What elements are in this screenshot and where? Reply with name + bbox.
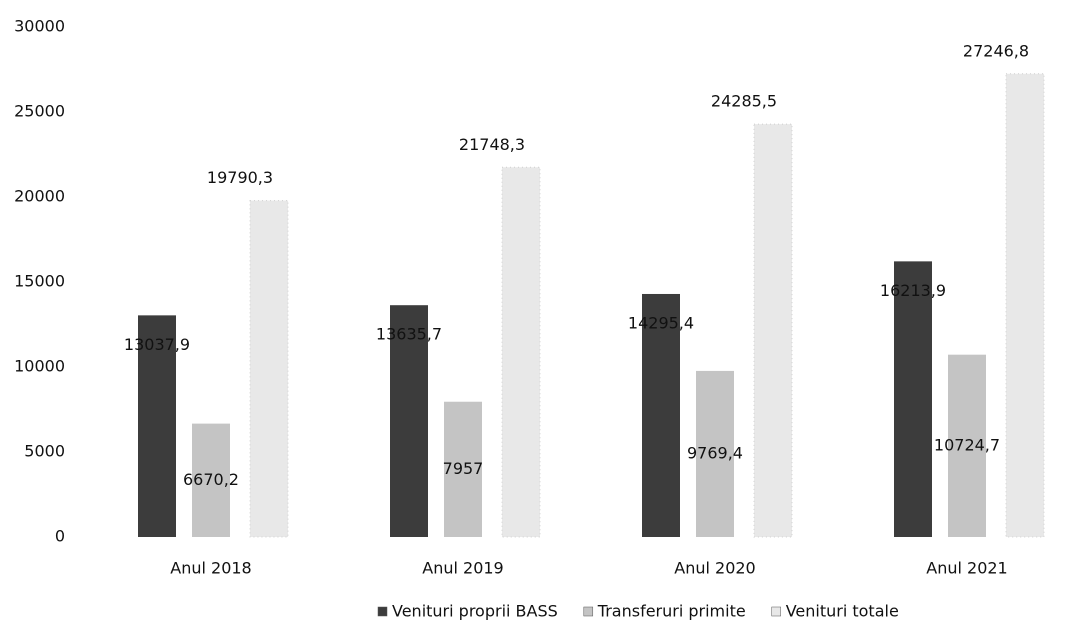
bar (249, 200, 289, 538)
bar (948, 354, 986, 537)
x-tick-label: Anul 2018 (170, 559, 251, 578)
bar (696, 370, 734, 537)
data-label: 21748,3 (459, 135, 525, 154)
bar (192, 423, 230, 537)
bar (753, 123, 793, 538)
data-label: 6670,2 (183, 470, 239, 489)
legend-swatch (771, 606, 781, 617)
y-tick-label: 30000 (14, 17, 65, 36)
y-tick-label: 25000 (14, 102, 65, 121)
data-label: 19790,3 (207, 168, 273, 187)
x-tick-label: Anul 2021 (926, 559, 1007, 578)
legend-label: Venituri proprii BASS (392, 602, 558, 621)
bar (642, 293, 680, 537)
bar (1005, 73, 1045, 538)
bar (444, 401, 482, 537)
y-tick-label: 20000 (14, 187, 65, 206)
data-label: 24285,5 (711, 92, 777, 111)
y-tick-label: 10000 (14, 357, 65, 376)
bar (501, 166, 541, 538)
legend-label: Transferuri primite (597, 602, 746, 621)
data-label: 7957 (443, 459, 484, 478)
y-tick-label: 5000 (24, 442, 65, 461)
data-label: 14295,4 (628, 313, 694, 332)
data-label: 13635,7 (376, 325, 442, 344)
x-tick-label: Anul 2020 (674, 559, 755, 578)
bar (390, 305, 428, 537)
data-label: 10724,7 (934, 435, 1000, 454)
legend-swatch (377, 606, 388, 617)
data-label: 9769,4 (687, 443, 743, 462)
data-label: 27246,8 (963, 41, 1029, 60)
y-tick-label: 15000 (14, 272, 65, 291)
x-tick-label: Anul 2019 (422, 559, 503, 578)
bar (894, 261, 932, 537)
data-label: 13037,9 (124, 335, 190, 354)
data-label: 16213,9 (880, 281, 946, 300)
y-tick-label: 0 (55, 527, 65, 546)
legend-swatch (583, 606, 594, 617)
bar (138, 315, 176, 537)
legend-label: Venituri totale (786, 602, 899, 621)
